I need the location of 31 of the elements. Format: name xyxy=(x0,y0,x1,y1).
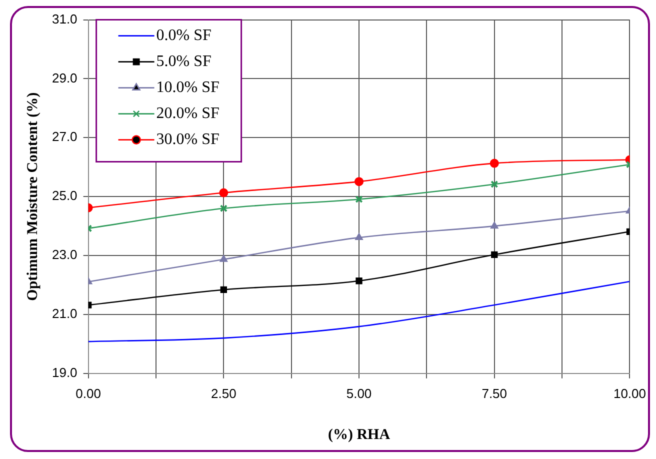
legend-label: 20.0% SF xyxy=(156,105,220,122)
legend-label: 5.0% SF xyxy=(156,53,212,70)
x-tick-label: 2.50 xyxy=(211,386,236,401)
point xyxy=(220,254,228,262)
y-tick-label: 25.0 xyxy=(52,188,78,204)
legend-label: 30.0% SF xyxy=(156,131,220,148)
point xyxy=(355,233,363,240)
point xyxy=(490,222,498,229)
x-tick-label: 0.00 xyxy=(76,386,101,401)
point xyxy=(354,177,364,186)
point xyxy=(355,195,363,204)
legend-label: 0.0% SF xyxy=(156,27,212,44)
point xyxy=(490,180,498,188)
y-tick-label: 27.0 xyxy=(52,129,78,144)
point xyxy=(491,251,498,258)
legend-label: 10.0% SF xyxy=(156,79,220,96)
point xyxy=(220,204,228,212)
y-tick-label: 21.0 xyxy=(52,306,78,322)
y-tick-label: 19.0 xyxy=(52,364,78,380)
point xyxy=(490,158,499,168)
y-tick-label: 29.0 xyxy=(52,70,78,86)
x-tick-label: 7.50 xyxy=(482,386,508,401)
point xyxy=(219,188,228,198)
y-tick-label: 31.0 xyxy=(52,11,78,26)
y-axis-title: Optimum Moisture Content (%) xyxy=(24,92,41,301)
x-tick-label: 5.00 xyxy=(346,386,372,401)
x-axis-title: (%) RHA xyxy=(328,426,390,443)
y-tick-label: 23.0 xyxy=(52,247,78,262)
point xyxy=(220,286,227,294)
point xyxy=(356,278,362,284)
x-tick-label: 10.00 xyxy=(613,386,646,401)
